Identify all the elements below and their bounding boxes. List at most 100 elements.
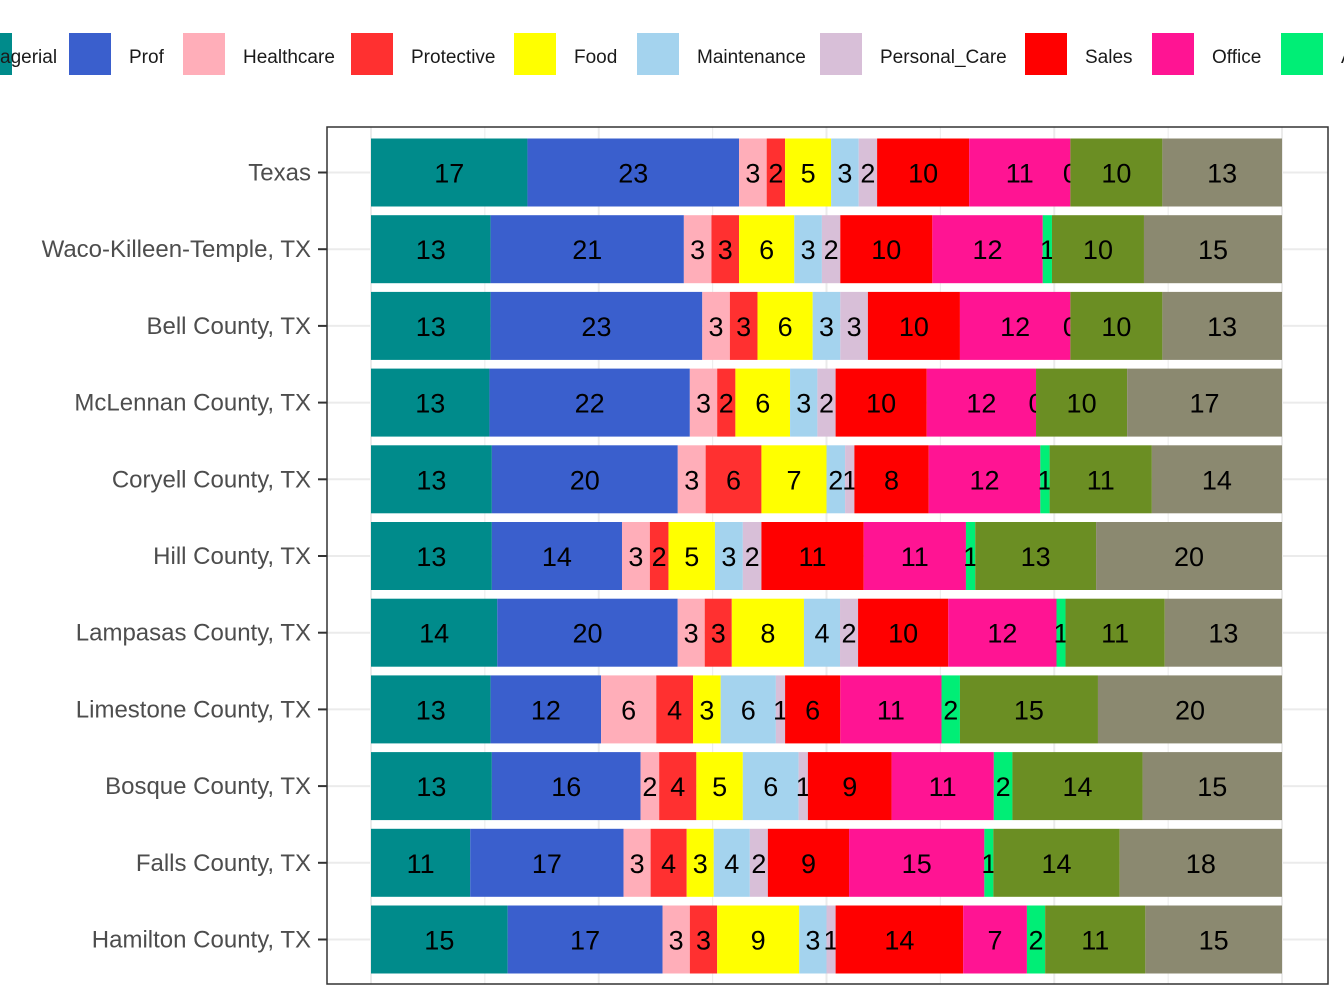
bar-segment: [711, 215, 740, 284]
bar-segment: [794, 215, 822, 284]
data-label: 15: [1014, 695, 1044, 725]
data-label: 3: [696, 389, 711, 419]
bar-segment: [941, 675, 960, 744]
data-label: 14: [884, 926, 914, 956]
bar-segment: [1065, 598, 1165, 667]
data-label: 12: [531, 695, 561, 725]
bar-segment: [993, 828, 1120, 897]
legend-label: A: [1341, 47, 1344, 68]
data-label: 15: [902, 849, 932, 879]
bar-segment: [527, 138, 740, 207]
bar-segment: [831, 138, 859, 207]
bar-segment: [713, 828, 750, 897]
bar-segment: [835, 905, 964, 974]
bar-segment: [490, 215, 684, 284]
data-label: 10: [899, 312, 929, 342]
bar-segment: [1143, 215, 1282, 284]
bar-segment: [371, 368, 490, 437]
bar-segment: [507, 905, 663, 974]
bar-segment: [702, 291, 730, 360]
bar-segment: [767, 828, 850, 897]
data-label: 8: [884, 465, 899, 495]
bar-segment: [785, 675, 841, 744]
y-tick-label: Coryell County, TX: [112, 466, 311, 493]
data-label: 10: [908, 159, 938, 189]
data-label: 8: [760, 619, 775, 649]
data-label: 20: [1175, 695, 1205, 725]
data-label: 2: [824, 235, 839, 265]
data-label: 1: [842, 465, 857, 495]
data-label: 1: [981, 849, 996, 879]
bar-segment: [659, 752, 697, 821]
data-label: 3: [630, 849, 645, 879]
bar-segment: [601, 675, 657, 744]
bar-segment: [497, 598, 678, 667]
legend-swatch: [1025, 33, 1067, 75]
bar-stack: 14 20 3 3 8 4 2 10 12 1 11 13: [371, 598, 1282, 667]
legend-label: Prof: [129, 47, 165, 68]
bar-stack: 13 14 3 2 5 3 2 11 11 1 13 20: [371, 522, 1282, 590]
bar-segment: [1142, 752, 1282, 821]
data-label: 20: [572, 619, 602, 649]
bar-segment: [683, 215, 712, 284]
data-label: 16: [551, 772, 581, 802]
bar-segment: [735, 368, 791, 437]
legend-swatch: [1281, 33, 1323, 75]
bar-segment: [704, 598, 732, 667]
data-label: 2: [842, 619, 857, 649]
bar-segment: [621, 522, 650, 590]
bar-segment: [835, 368, 927, 437]
data-label: 11: [1081, 926, 1109, 956]
bar-segment: [826, 905, 836, 974]
data-label: 2: [768, 159, 783, 189]
data-label: 6: [755, 389, 770, 419]
bar-segment: [371, 445, 492, 514]
data-label: 2: [652, 542, 667, 572]
data-label: 11: [407, 849, 435, 879]
bar-stacks: 1723325321011010131321336321012110151323…: [371, 138, 1282, 974]
data-label: 6: [621, 695, 636, 725]
data-label: 1: [1053, 619, 1068, 649]
bar-segment: [371, 828, 471, 897]
legend-swatch: [820, 33, 862, 75]
bar-segment: [790, 368, 818, 437]
bar-segment: [491, 445, 678, 514]
data-label: 7: [988, 926, 1003, 956]
bar-segment: [821, 215, 841, 284]
legend-label: Personal_Care: [880, 47, 1007, 68]
data-label: 2: [745, 542, 760, 572]
legend-label: Office: [1212, 47, 1261, 68]
y-tick-label: Hamilton County, TX: [92, 927, 311, 954]
data-label: 2: [719, 389, 734, 419]
data-label: 2: [943, 695, 958, 725]
data-label: 5: [801, 159, 816, 189]
data-label: 22: [575, 389, 605, 419]
y-tick-label: Hill County, TX: [153, 543, 311, 570]
bar-segment: [975, 522, 1097, 590]
data-label: 3: [711, 619, 726, 649]
data-label: 9: [751, 926, 766, 956]
bar-segment: [668, 522, 715, 590]
bar-segment: [959, 291, 1071, 360]
bar-segment: [717, 368, 736, 437]
bar-segment: [867, 291, 960, 360]
bar-stack: 15 17 3 3 9 3 1 14 7 2 11 15: [371, 905, 1282, 974]
bar-segment: [371, 905, 508, 974]
data-label: 1: [824, 926, 839, 956]
data-label: 14: [419, 619, 449, 649]
data-label: 3: [819, 312, 834, 342]
data-label: 17: [434, 159, 464, 189]
data-label: 3: [721, 542, 736, 572]
bar-segment: [371, 522, 492, 590]
data-label: 3: [699, 695, 714, 725]
bar-segment: [826, 445, 846, 514]
bar-segment: [812, 291, 841, 360]
bar-segment: [926, 368, 1037, 437]
data-label: 12: [1000, 312, 1030, 342]
data-label: 2: [642, 772, 657, 802]
bar-segment: [1151, 445, 1282, 514]
bar-stack: 13 16 2 4 5 6 1 9 11 2 14 15: [371, 752, 1282, 821]
bar-segment: [969, 138, 1071, 207]
data-label: 20: [570, 465, 600, 495]
data-label: 17: [532, 849, 562, 879]
